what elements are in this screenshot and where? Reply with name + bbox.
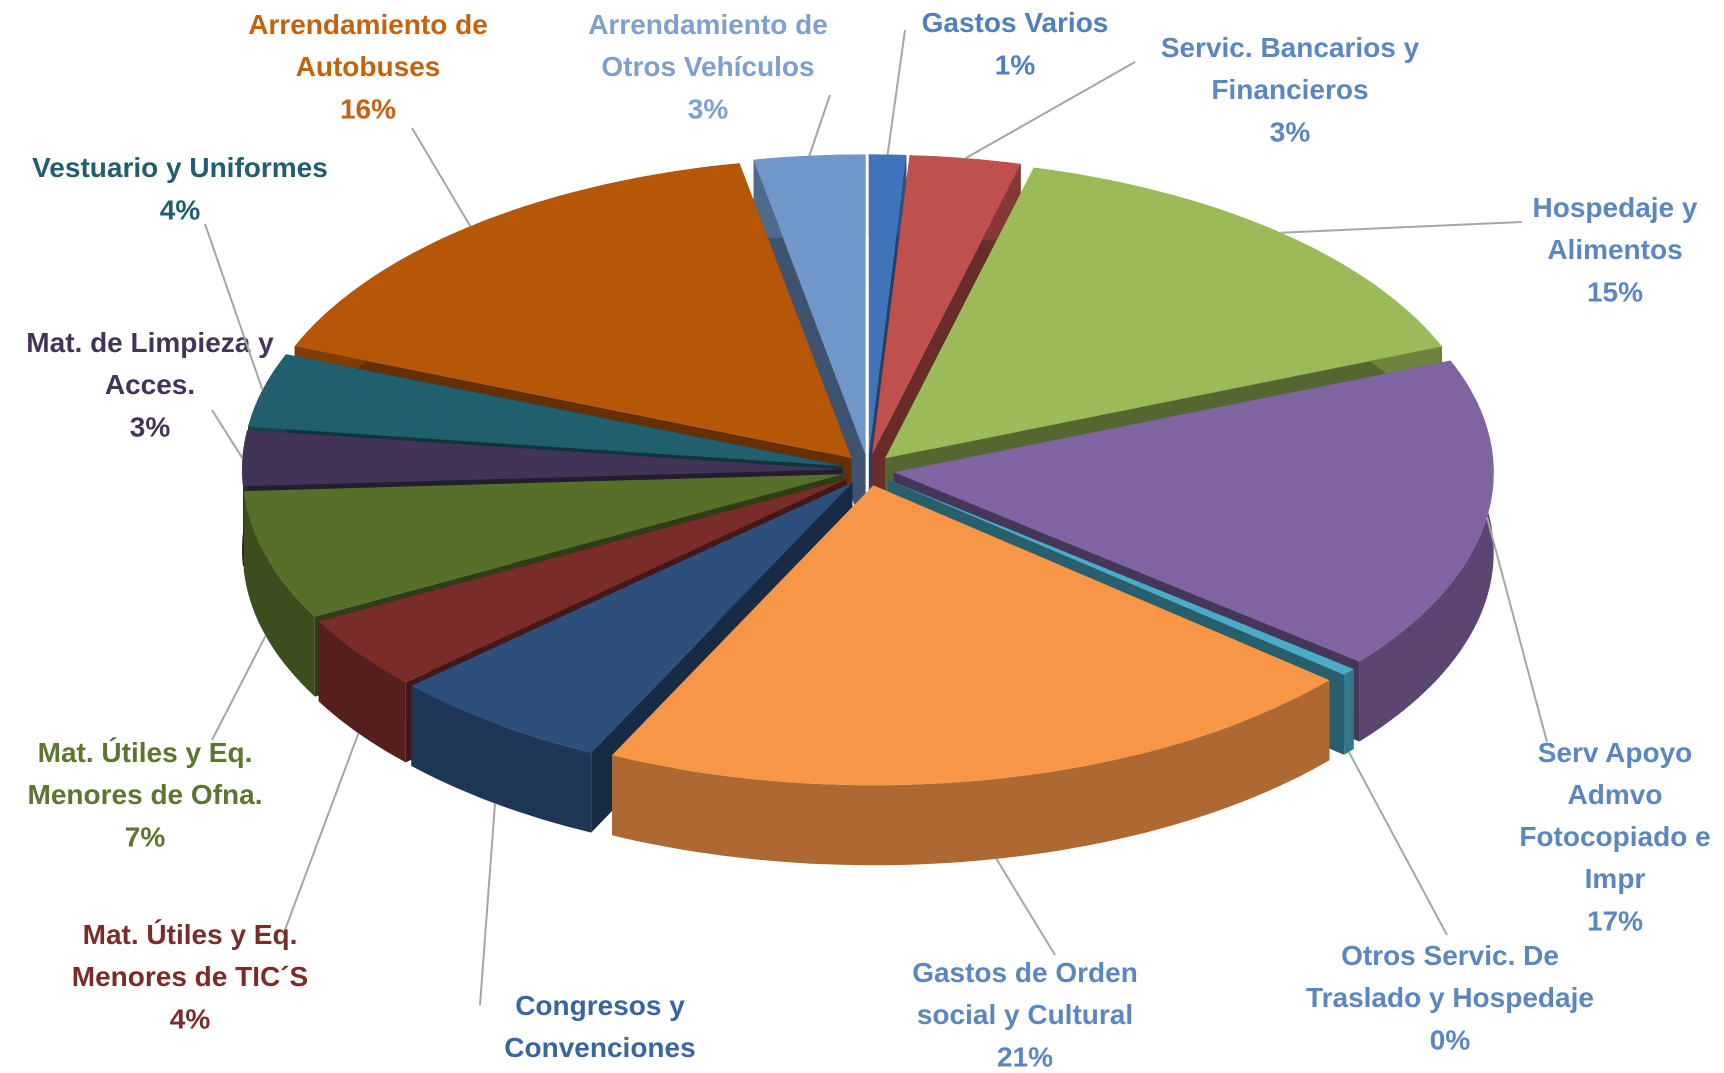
value-label: 3% <box>130 411 171 442</box>
leader-line <box>886 29 906 155</box>
slice <box>248 354 843 466</box>
slice <box>893 360 1494 662</box>
slice <box>753 154 866 455</box>
value-label: 3% <box>688 93 729 124</box>
category-label: Arrendamiento de Autobuses <box>248 9 488 82</box>
label-line: Arrendamiento de <box>248 9 488 40</box>
label-line: Impr <box>1585 863 1646 894</box>
label-line: Vestuario y Uniformes <box>32 152 328 183</box>
slice <box>318 479 847 683</box>
label-line: Autobuses <box>296 51 441 82</box>
value-label: 21% <box>997 1041 1053 1072</box>
leader-line <box>995 858 1056 956</box>
label-line: Fotocopiado e <box>1519 821 1710 852</box>
leader-line <box>211 635 267 741</box>
label-line: Congresos y <box>515 990 685 1021</box>
slice <box>612 485 1330 786</box>
slice <box>885 167 1442 459</box>
label-line: Menores de Ofna. <box>28 779 263 810</box>
value-label: 1% <box>995 49 1036 80</box>
slice-side <box>411 685 592 833</box>
label-line: social y Cultural <box>917 999 1133 1030</box>
label-line: Mat. Útiles y Eq. <box>83 919 298 950</box>
leader-line <box>1280 221 1523 234</box>
value-label: 16% <box>340 93 396 124</box>
slice <box>294 163 852 458</box>
slice <box>868 154 907 455</box>
slice-side <box>1344 669 1354 755</box>
leader-line <box>1486 516 1548 743</box>
leader-line <box>479 803 496 1006</box>
category-label: Otros Servic. De Traslado y Hospedaje <box>1306 940 1594 1013</box>
slice-side <box>243 491 315 697</box>
category-label: Mat. de Limpieza y Acces. <box>26 327 274 400</box>
label-line: Traslado y Hospedaje <box>1306 982 1594 1013</box>
leader-line <box>284 732 360 931</box>
leader-line <box>965 61 1136 160</box>
category-label: Mat. Útiles y Eq. Menores de TIC´S <box>72 919 308 992</box>
label-line: Convenciones <box>504 1032 695 1063</box>
category-label: Gastos Varios <box>922 7 1109 38</box>
category-label: Servic. Bancarios y Financieros <box>1161 32 1420 105</box>
label-line: Acces. <box>105 369 195 400</box>
label-line: Alimentos <box>1547 234 1682 265</box>
label-line: Hospedaje y <box>1533 192 1698 223</box>
category-label: Mat. Útiles y Eq. Menores de Ofna. <box>28 737 263 810</box>
label-line: Servic. Bancarios y <box>1161 32 1420 63</box>
value-label: 0% <box>1430 1024 1471 1055</box>
label-line: Mat. de Limpieza y <box>26 327 274 358</box>
label-line: Gastos Varios <box>922 7 1109 38</box>
slice <box>872 155 1021 455</box>
label-line: Serv Apoyo <box>1538 737 1693 768</box>
slice <box>243 474 843 617</box>
value-label: 17% <box>1587 905 1643 936</box>
leader-line <box>1348 751 1448 936</box>
slice-tops <box>242 154 1494 786</box>
label-line: Menores de TIC´S <box>72 961 308 992</box>
slice-side <box>612 680 1330 866</box>
category-label: Congresos y Convenciones <box>504 990 695 1063</box>
slice-side <box>1359 360 1494 742</box>
slice <box>242 430 842 487</box>
slice-side <box>318 621 406 763</box>
value-label: 7% <box>125 821 166 852</box>
leader-line <box>808 94 831 157</box>
leader-line <box>211 409 244 459</box>
leader-line <box>411 127 472 227</box>
label-line: Admvo <box>1568 779 1663 810</box>
label-line: Gastos de Orden <box>912 957 1138 988</box>
value-label: 4% <box>160 194 201 225</box>
slice <box>411 482 853 753</box>
value-label: 4% <box>170 1003 211 1034</box>
label-line: Arrendamiento de <box>588 9 828 40</box>
value-label: 3% <box>1270 116 1311 147</box>
label-line: Mat. Útiles y Eq. <box>38 737 253 768</box>
leader-line <box>204 223 264 391</box>
category-label: Gastos de Orden social y Cultural <box>912 957 1138 1030</box>
label-line: Otros Vehículos <box>601 51 814 82</box>
slice <box>888 480 1354 675</box>
category-label: Arrendamiento de Otros Vehículos <box>588 9 828 82</box>
label-line: Financieros <box>1211 74 1368 105</box>
label-line: Otros Servic. De <box>1341 940 1559 971</box>
category-label: Hospedaje y Alimentos <box>1533 192 1698 265</box>
category-label: Serv Apoyo Admvo Fotocopiado e Impr <box>1519 737 1710 894</box>
value-label: 15% <box>1587 276 1643 307</box>
category-label: Vestuario y Uniformes <box>32 152 328 183</box>
